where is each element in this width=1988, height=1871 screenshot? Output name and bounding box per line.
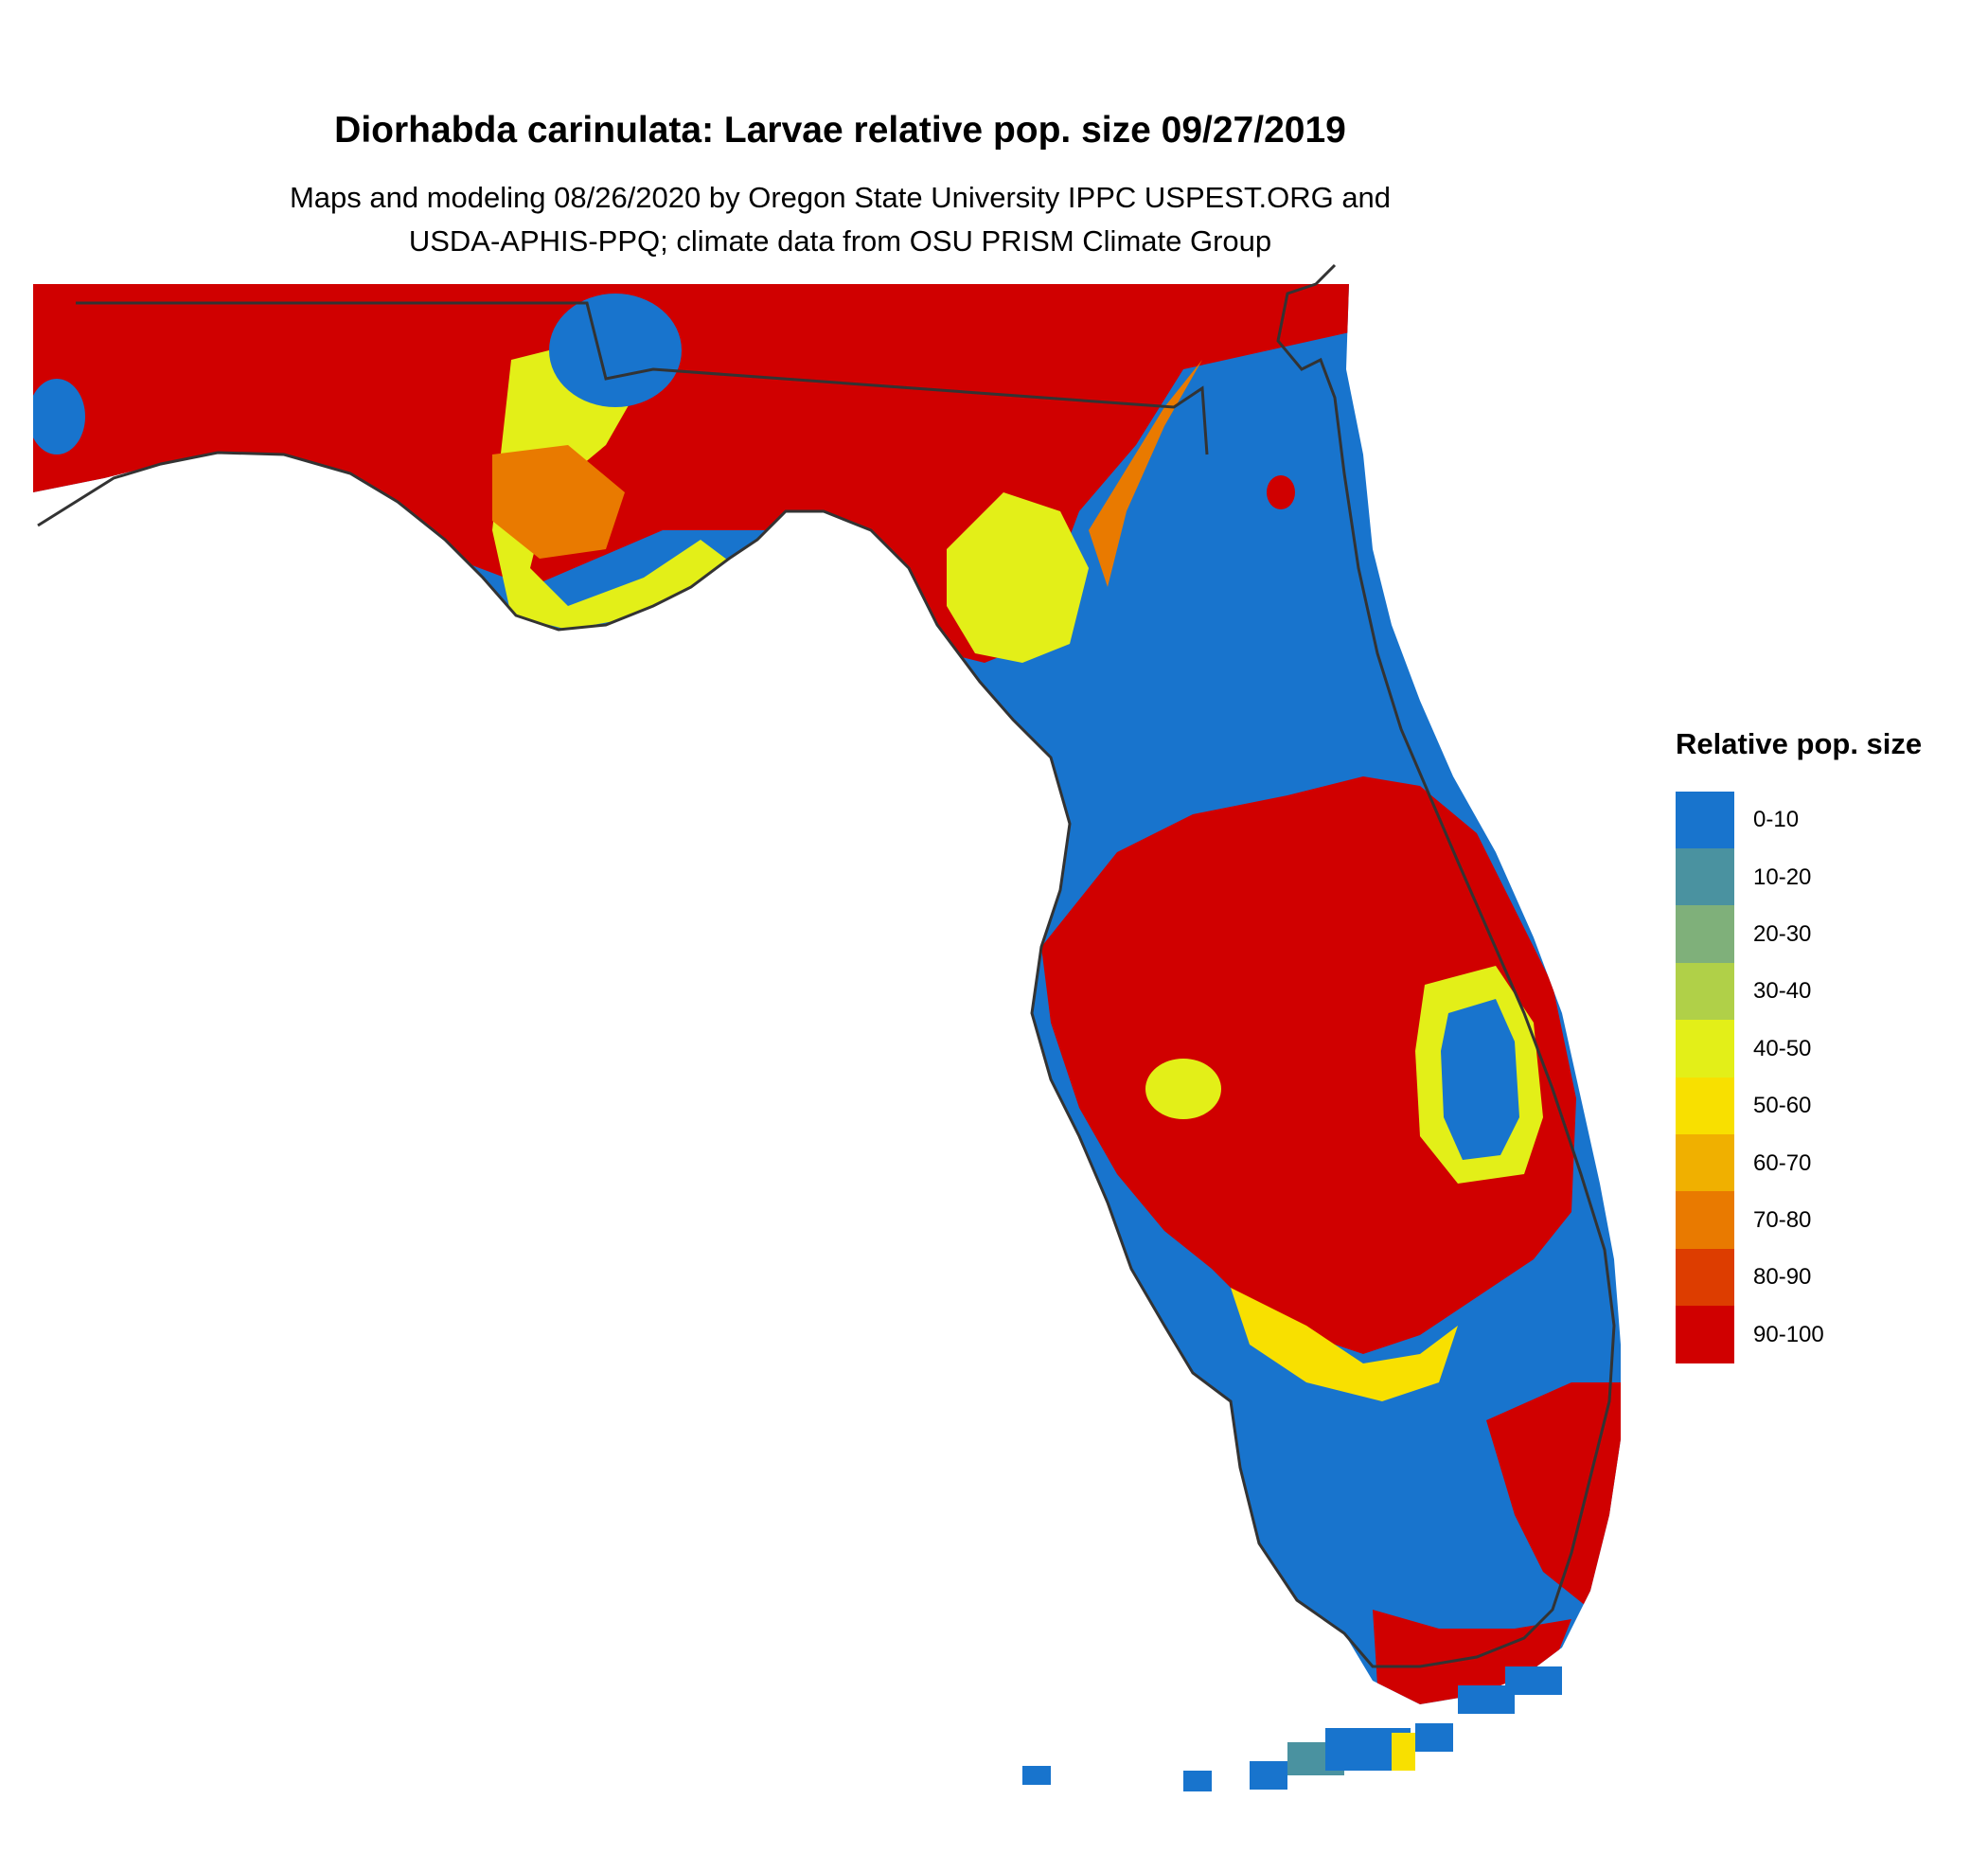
legend-swatch — [1676, 791, 1734, 849]
key-island — [1183, 1771, 1212, 1791]
legend-item: 70-80 — [1676, 1191, 1960, 1250]
zone-west-orange — [492, 445, 625, 559]
legend-label: 10-20 — [1753, 864, 1812, 890]
key-island — [1022, 1766, 1051, 1785]
map-title: Diorhabda carinulata: Larvae relative po… — [334, 110, 1346, 151]
legend-label: 80-90 — [1753, 1264, 1812, 1291]
legend-label: 90-100 — [1753, 1321, 1824, 1347]
key-island — [1505, 1666, 1562, 1695]
zone-central-red-spot — [1267, 475, 1295, 509]
zone-panhandle-yellow — [492, 341, 738, 630]
legend-swatch — [1676, 1191, 1734, 1250]
legend-swatch — [1676, 1077, 1734, 1135]
legend-swatch — [1676, 1306, 1734, 1364]
zone-far-west-blue-patch — [33, 379, 85, 454]
legend-swatch — [1676, 1134, 1734, 1193]
zone-central-orange — [1089, 360, 1202, 587]
legend-rows: 0-10 10-20 20-30 30-40 40-50 50-60 60-70… — [1676, 791, 1960, 1364]
legend-item: 80-90 — [1676, 1248, 1960, 1307]
legend-swatch — [1676, 905, 1734, 964]
legend-title: Relative pop. size — [1676, 727, 1923, 760]
legend-label: 40-50 — [1753, 1035, 1812, 1061]
zone-inland-yellow-spot — [1145, 1059, 1221, 1119]
legend-swatch — [1676, 1020, 1734, 1078]
legend-item: 40-50 — [1676, 1020, 1960, 1078]
subtitle-line-2: USDA-APHIS-PPQ; climate data from OSU PR… — [408, 224, 1272, 258]
zone-everglades-yellow-edge — [1231, 1288, 1458, 1401]
legend-label: 30-40 — [1753, 978, 1812, 1005]
legend-swatch — [1676, 1248, 1734, 1307]
zone-north-yellow — [947, 492, 1089, 663]
legend-swatch — [1676, 848, 1734, 907]
legend-item: 30-40 — [1676, 962, 1960, 1021]
keys-islands — [1022, 1666, 1562, 1791]
legend-swatch — [1676, 962, 1734, 1021]
legend-item: 60-70 — [1676, 1134, 1960, 1193]
legend-item: 50-60 — [1676, 1077, 1960, 1135]
legend-label: 0-10 — [1753, 807, 1800, 833]
zone-lake-okeechobee-blue — [1441, 999, 1519, 1160]
map-legend: Relative pop. size 0-10 10-20 20-30 30-4… — [1676, 727, 1960, 1364]
legend-item: 0-10 — [1676, 791, 1960, 849]
zone-southeast-red — [1486, 1382, 1621, 1610]
legend-label: 70-80 — [1753, 1206, 1812, 1233]
state-outline — [37, 263, 1616, 1668]
legend-label: 60-70 — [1753, 1149, 1812, 1176]
legend-item: 90-100 — [1676, 1306, 1960, 1364]
florida-coastline — [37, 263, 1616, 1668]
subtitle-line-1: Maps and modeling 08/26/2020 by Oregon S… — [289, 181, 1392, 214]
legend-label: 20-30 — [1753, 920, 1812, 947]
zone-south-central-red — [1041, 776, 1576, 1354]
legend-label: 50-60 — [1753, 1093, 1812, 1119]
key-island — [1392, 1733, 1415, 1771]
legend-item: 10-20 — [1676, 848, 1960, 907]
georgia-alabama-border — [76, 301, 1209, 455]
key-island — [1250, 1761, 1287, 1790]
zone-nw-blue-patch — [549, 294, 682, 407]
legend-item: 20-30 — [1676, 905, 1960, 964]
map-subtitle: Maps and modeling 08/26/2020 by Oregon S… — [0, 176, 1680, 263]
population-raster — [33, 284, 1621, 1704]
key-island — [1415, 1723, 1453, 1752]
